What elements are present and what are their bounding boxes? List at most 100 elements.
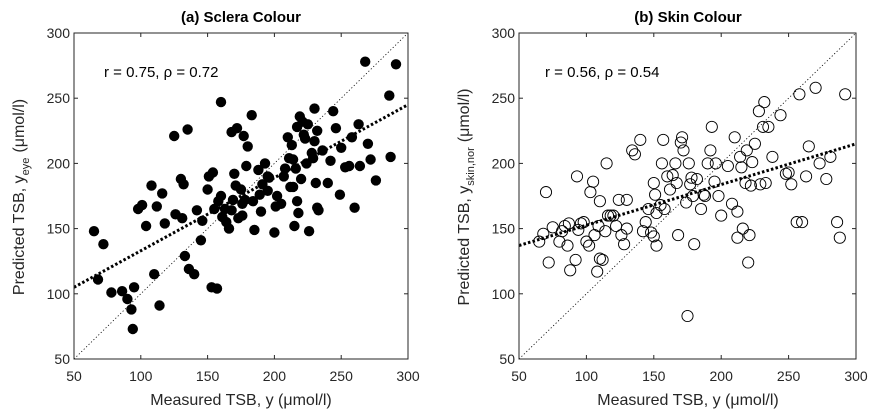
panel-b-data-point (758, 96, 771, 109)
panel-b-data-point (774, 109, 787, 122)
panel-b-points (533, 81, 852, 323)
panel-a-data-point (290, 163, 301, 174)
panel-a-data-point (365, 154, 376, 165)
panel-b-data-point (746, 156, 759, 169)
panel-b-data-point (620, 222, 633, 235)
panel-a-y-axis-label-main: Predicted TSB, y (11, 175, 28, 295)
panel-a-data-point (362, 138, 374, 149)
panel-a-data-point (149, 269, 160, 280)
panel-b-data-point (682, 157, 695, 170)
panel-b-y-tick-label: 150 (492, 221, 516, 237)
panel-a-data-point (140, 220, 152, 232)
panel-a-points (88, 56, 402, 335)
panel-b-data-point (612, 193, 625, 206)
panel-b-data-point (628, 148, 641, 161)
panel-a-data-point (309, 136, 320, 147)
panel-b-data-point (756, 120, 770, 133)
panel-b-data-point (658, 202, 671, 216)
panel-b-data-point (574, 217, 588, 230)
panel-b-data-point (580, 235, 593, 248)
panel-b-data-point (639, 216, 652, 229)
panel-a-data-point (231, 123, 243, 134)
panel-a-data-point (249, 224, 260, 236)
panel-a-data-point (177, 213, 188, 224)
panel-b-data-point (744, 179, 757, 192)
panel-b-data-point (604, 209, 617, 222)
panel-a-data-point (312, 125, 323, 136)
panel-a-data-point (169, 130, 180, 142)
panel-a-data-point (287, 181, 299, 193)
panel-b-data-point (663, 183, 677, 196)
panel-a-data-point (253, 164, 264, 176)
panel-b-data-point (779, 167, 792, 180)
panel-b-data-point (742, 256, 755, 269)
panel-a-data-point (157, 188, 168, 199)
panel-b-data-point (694, 202, 708, 216)
panel-b-data-point (715, 209, 728, 222)
panel-a-data-point (370, 175, 382, 186)
panel-a-x-tick-label: 300 (396, 368, 420, 384)
panel-b-data-point (620, 193, 633, 206)
panel-b-data-point (618, 238, 631, 251)
panel-a-data-point (247, 196, 259, 207)
panel-b-data-point (542, 256, 555, 269)
panel-a-data-point (246, 110, 257, 121)
panel-b-data-point (721, 159, 734, 173)
panel-b-data-point (688, 238, 701, 251)
panel-b-regression-line (519, 142, 856, 247)
panel-a-data-point (122, 293, 133, 305)
panel-b-data-point (672, 229, 685, 242)
panel-b-y-tick-label: 50 (499, 351, 515, 367)
panel-b-plot-area: 50 100 150 200 250 300 50 100 150 200 250 300 (492, 25, 868, 384)
panel-a-data-point (126, 304, 137, 315)
panel-a-data-point (182, 124, 193, 135)
panel-b-data-point (583, 239, 596, 252)
panel-b-data-point (676, 131, 689, 144)
panel-a-data-point (146, 180, 157, 191)
panel-b-y-axis-label-main: Predicted TSB, y (456, 186, 473, 306)
panel-b-data-point (839, 88, 852, 101)
panel-a-data-point (262, 185, 273, 196)
panel-b-data-point (647, 176, 660, 190)
panel-a-data-point (279, 163, 291, 174)
panel-a-y-tick-label: 250 (47, 90, 71, 106)
panel-b-data-point (800, 170, 813, 183)
panel-b-data-point (796, 216, 809, 229)
panel-a-data-point (98, 239, 109, 250)
panel-a-y-axis-label: Predicted TSB, yeye (μmol/l) (11, 99, 32, 295)
panel-b-y-tick-label: 300 (492, 25, 516, 41)
panel-a-data-point (360, 56, 371, 67)
panel-b-data-point (587, 175, 600, 188)
panel-b-data-point (570, 170, 584, 183)
panel-b-data-point (649, 188, 662, 201)
panel-b-data-point (670, 176, 683, 190)
panel-b-data-point (748, 137, 761, 150)
panel-b-data-point (562, 217, 575, 230)
panel-b-data-point (577, 216, 590, 229)
panel-b-data-point (734, 150, 747, 163)
panel-a-data-point (299, 133, 311, 144)
panel-a-data-point (88, 226, 100, 237)
panel-a-data-point (269, 227, 280, 238)
panel-b-x-tick-label: 150 (642, 368, 666, 384)
panel-b-x-tick-label: 50 (511, 368, 527, 384)
panel-b-data-point (754, 178, 767, 191)
panel-b-correlation-annotation: r = 0.56, ρ = 0.54 (545, 64, 659, 81)
panel-b-data-point (636, 225, 650, 238)
panel-a-data-point (255, 206, 267, 217)
panel-a-data-point (223, 223, 235, 234)
panel-b-x-tick-label: 250 (777, 368, 801, 384)
panel-a-data-point (353, 119, 364, 130)
panel-a-data-point (207, 167, 219, 178)
panel-b-x-axis-label: Measured TSB, y (μmol/l) (597, 392, 778, 409)
panel-a-data-point (215, 96, 227, 108)
panel-b-data-point (740, 144, 753, 157)
panel-a-data-point (235, 184, 247, 195)
panel-a-data-point (195, 235, 207, 246)
panel-a-x-tick-label: 200 (263, 368, 287, 384)
panel-b-x-tick-label: 100 (575, 368, 599, 384)
panel-b-data-point (680, 196, 693, 209)
panel-b-data-point (539, 186, 553, 199)
panel-b-data-point (743, 229, 756, 242)
panel-a-x-tick-label: 150 (196, 368, 220, 384)
